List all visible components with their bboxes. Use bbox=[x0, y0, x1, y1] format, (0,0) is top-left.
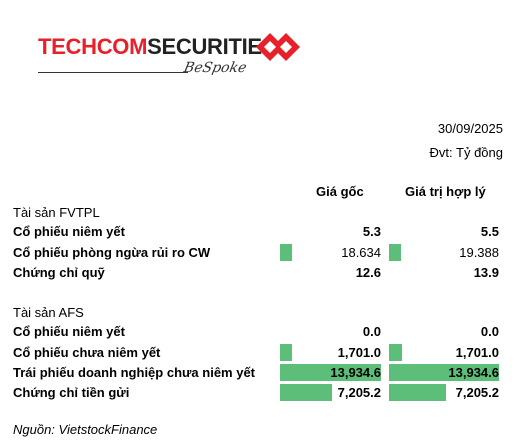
fair-value: 7,205.2 bbox=[455, 385, 499, 400]
report-date: 30/09/2025 bbox=[437, 121, 503, 136]
cost-value: 7,205.2 bbox=[337, 385, 381, 400]
logo-underline bbox=[38, 72, 188, 73]
section-title-afs: Tài sản AFS bbox=[13, 305, 84, 320]
table-row: Cổ phiếu chưa niêm yết 1,701.0 1,701.0 bbox=[0, 343, 519, 363]
row-label: Cổ phiếu phòng ngừa rủi ro CW bbox=[13, 245, 211, 260]
unit-label: Đvt: Tỷ đồng bbox=[429, 145, 503, 160]
data-bar bbox=[389, 344, 402, 361]
cost-value: 1,701.0 bbox=[337, 345, 381, 360]
row-label: Chứng chỉ tiền gửi bbox=[13, 385, 130, 400]
row-label: Cổ phiếu niêm yết bbox=[13, 324, 125, 339]
logo-wordmark-red: TECHCOM bbox=[38, 34, 148, 59]
logo-tagline: BeSpoke bbox=[182, 60, 249, 76]
cost-value: 12.6 bbox=[355, 265, 381, 280]
data-bar bbox=[280, 244, 292, 261]
section-title-fvtpl: Tài sản FVTPL bbox=[13, 205, 100, 220]
column-header-cost: Giá gốc bbox=[316, 184, 364, 199]
cost-value-cell: 12.6 bbox=[280, 263, 381, 283]
table-row: Trái phiếu doanh nghiệp chưa niêm yết 13,… bbox=[0, 363, 519, 383]
row-label: Cổ phiếu chưa niêm yết bbox=[13, 345, 161, 360]
table-row: Chứng chỉ tiền gửi 7,205.2 7,205.2 bbox=[0, 383, 519, 403]
logo-wordmark-dark: SECURITIES bbox=[147, 34, 277, 59]
data-bar bbox=[280, 364, 381, 381]
cost-value: 13,934.6 bbox=[330, 365, 381, 380]
fair-value-cell: 1,701.0 bbox=[389, 343, 499, 363]
cost-value-cell: 1,701.0 bbox=[280, 343, 381, 363]
source-note: Nguồn: VietstockFinance bbox=[13, 422, 158, 437]
data-bar bbox=[389, 244, 401, 261]
cost-value-cell: 7,205.2 bbox=[280, 383, 381, 403]
cost-value: 5.3 bbox=[362, 224, 381, 239]
data-bar bbox=[280, 384, 332, 401]
fair-value: 13.9 bbox=[473, 265, 499, 280]
cost-value-cell: 13,934.6 bbox=[280, 363, 381, 383]
fair-value-cell: 7,205.2 bbox=[389, 383, 499, 403]
company-logo: TECHCOMSECURITIES BeSpoke bbox=[38, 30, 300, 86]
logo-wordmark: TECHCOMSECURITIES bbox=[38, 34, 276, 60]
table-row: Cổ phiếu niêm yết 0.0 0.0 bbox=[0, 322, 519, 342]
data-bar bbox=[389, 364, 499, 381]
fair-value: 0.0 bbox=[480, 324, 499, 339]
table-row: Cổ phiếu niêm yết 5.3 5.5 bbox=[0, 222, 519, 242]
fair-value-cell: 0.0 bbox=[389, 322, 499, 342]
fair-value: 5.5 bbox=[480, 224, 499, 239]
column-header-fair-value: Giá trị hợp lý bbox=[405, 184, 486, 199]
cost-value-cell: 5.3 bbox=[280, 222, 381, 242]
data-bar bbox=[280, 344, 292, 361]
fair-value-cell: 5.5 bbox=[389, 222, 499, 242]
cost-value-cell: 18.634 bbox=[280, 243, 381, 263]
diamond-logo-icon bbox=[256, 33, 300, 61]
table-row: Chứng chỉ quỹ 12.6 13.9 bbox=[0, 263, 519, 283]
cost-value: 0.0 bbox=[362, 324, 381, 339]
table-row: Cổ phiếu phòng ngừa rủi ro CW 18.634 19.38… bbox=[0, 243, 519, 263]
fair-value: 1,701.0 bbox=[455, 345, 499, 360]
fair-value-cell: 13.9 bbox=[389, 263, 499, 283]
row-label: Cổ phiếu niêm yết bbox=[13, 224, 125, 239]
cost-value-cell: 0.0 bbox=[280, 322, 381, 342]
fair-value-cell: 19.388 bbox=[389, 243, 499, 263]
cost-value: 18.634 bbox=[341, 245, 381, 260]
fair-value-cell: 13,934.6 bbox=[389, 363, 499, 383]
fair-value: 13,934.6 bbox=[448, 365, 499, 380]
row-label: Trái phiếu doanh nghiệp chưa niêm yết bbox=[13, 365, 256, 380]
row-label: Chứng chỉ quỹ bbox=[13, 265, 105, 280]
fair-value: 19.388 bbox=[459, 245, 499, 260]
data-bar bbox=[389, 384, 446, 401]
